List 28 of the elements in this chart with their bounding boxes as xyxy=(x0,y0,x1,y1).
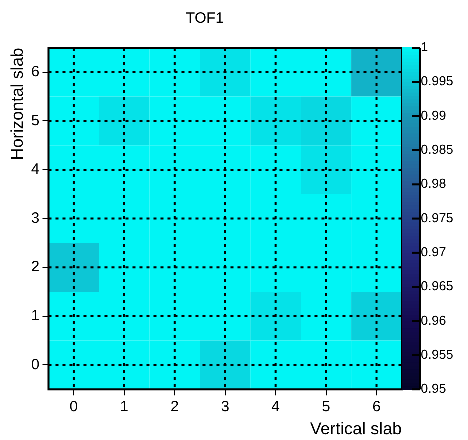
x-axis-title: Vertical slab xyxy=(310,419,402,438)
color-bar-label: 0.975 xyxy=(421,210,454,226)
y-tick-label: 1 xyxy=(31,308,40,325)
color-bar-label: 0.995 xyxy=(421,74,454,89)
color-bar-label: 0.97 xyxy=(421,244,446,260)
chart-title: TOF1 xyxy=(186,10,224,28)
y-tick-label: 3 xyxy=(31,210,40,227)
x-tick-label: 2 xyxy=(170,398,180,416)
color-bar-label: 0.96 xyxy=(421,312,446,328)
y-tick-label: 2 xyxy=(31,258,40,276)
color-bar-label: 0.965 xyxy=(421,278,454,294)
color-bar-label: 0.955 xyxy=(421,347,454,362)
x-tick-label: 3 xyxy=(221,398,230,416)
y-tick-label: 5 xyxy=(31,112,40,130)
y-tick-label: 6 xyxy=(31,64,40,81)
color-bar-label: 1 xyxy=(421,40,428,55)
x-tick-label: 5 xyxy=(322,398,330,416)
color-bar-label: 0.985 xyxy=(421,142,454,158)
x-tick-label: 4 xyxy=(272,398,280,416)
y-tick-label: 0 xyxy=(31,356,40,374)
x-tick-label: 1 xyxy=(120,398,129,416)
color-bar-label: 0.95 xyxy=(421,381,446,396)
y-axis-title: Horizontal slab xyxy=(8,48,27,160)
x-tick-label: 0 xyxy=(70,398,78,416)
y-tick-label: 4 xyxy=(31,161,40,178)
x-tick-label: 6 xyxy=(372,398,381,416)
color-bar-label: 0.98 xyxy=(421,176,446,192)
color-bar-label: 0.99 xyxy=(421,108,446,123)
